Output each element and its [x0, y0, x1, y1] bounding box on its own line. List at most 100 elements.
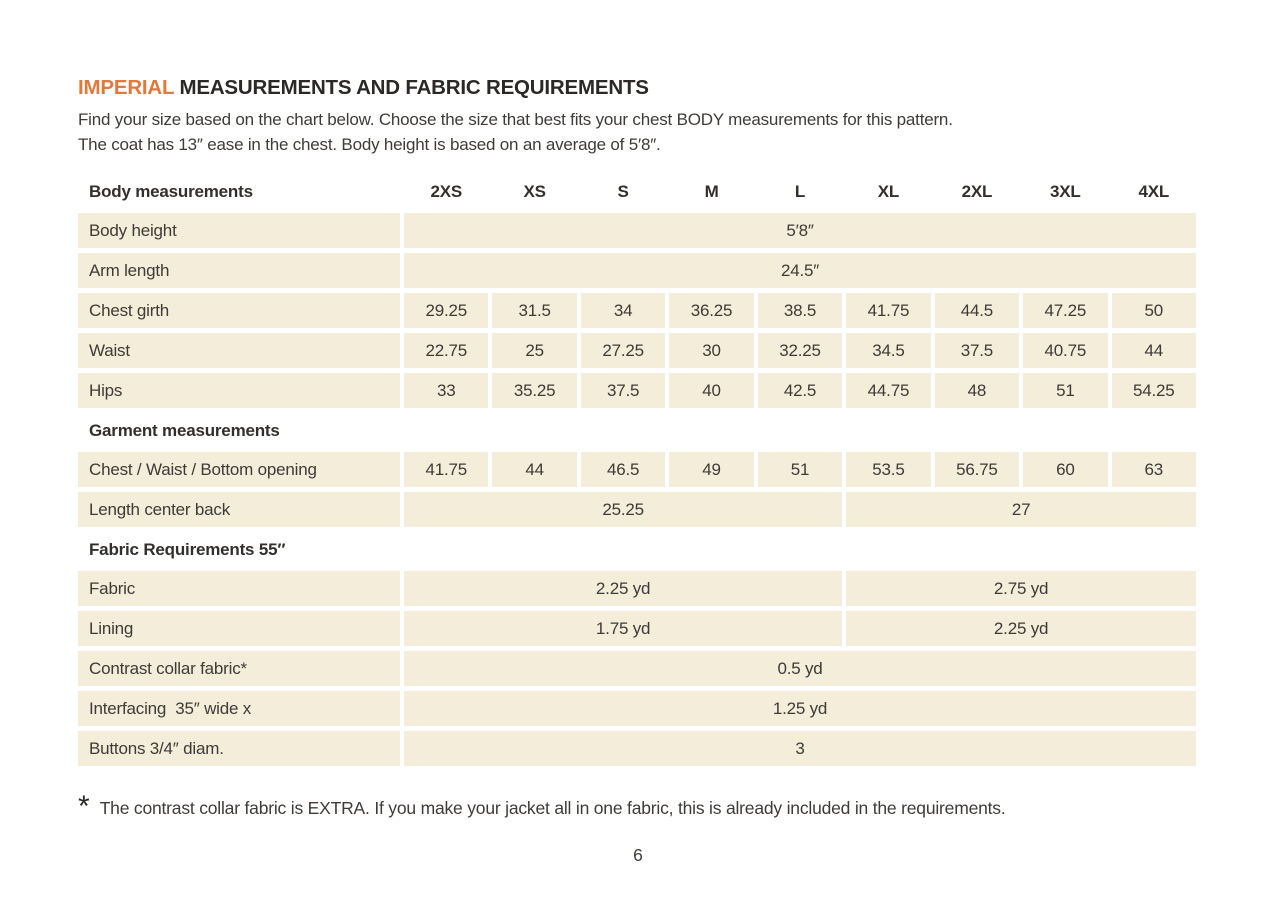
measurement-cell: 40: [669, 373, 754, 408]
row-cells: 29.25 31.5 34 36.25 38.5 41.75 44.5 47.25 50: [404, 293, 1196, 328]
measurement-cell: 37.5: [580, 373, 666, 408]
intro-line-2: The coat has 13″ ease in the chest. Body…: [78, 135, 661, 154]
size-header-l: L: [794, 182, 806, 201]
row-label: Chest / Waist / Bottom opening: [78, 452, 400, 487]
measurement-cell: 0.5 yd: [404, 651, 1196, 686]
measurement-cell: 48: [934, 373, 1020, 408]
measurement-cell: 54.25: [1111, 373, 1196, 408]
size-table: Body measurements 2XS XS S M L XL 2XL 3XL 4XL Bo…: [78, 177, 1196, 766]
measurement-cell: 3: [404, 731, 1196, 766]
row-label: Lining: [78, 611, 400, 646]
measurement-cell: 63: [1111, 452, 1196, 487]
table-row: Body height 5′8″: [78, 213, 1196, 248]
measurement-cell: 24.5″: [404, 253, 1196, 288]
measurement-cell: 27.25: [580, 333, 666, 368]
measurement-cell: 2.75 yd: [846, 571, 1196, 606]
measurement-cell: 29.25: [404, 293, 489, 328]
measurement-cell: 38.5: [757, 293, 843, 328]
measurement-cell: 44: [1111, 333, 1196, 368]
size-header-xs: XS: [523, 182, 546, 201]
measurement-cell: 5′8″: [404, 213, 1196, 248]
size-header-cells: 2XS XS S M L XL 2XL 3XL 4XL: [404, 177, 1196, 207]
measurement-cell: 56.75: [934, 452, 1020, 487]
row-label: Hips: [78, 373, 400, 408]
row-label: Buttons 3/4″ diam.: [78, 731, 400, 766]
measurement-cell: 50: [1111, 293, 1196, 328]
measurement-cell: 60: [1023, 452, 1108, 487]
measurement-cell: 34: [580, 293, 666, 328]
measurement-cell: 49: [669, 452, 754, 487]
measurement-cell: 30: [669, 333, 754, 368]
measurement-cell: 25.25: [404, 492, 843, 527]
size-header-3xl: 3XL: [1050, 182, 1081, 201]
size-header-s: S: [617, 182, 629, 201]
measurement-cell: 1.75 yd: [404, 611, 843, 646]
size-header-xl: XL: [877, 182, 900, 201]
row-cells: 1.75 yd 2.25 yd: [404, 611, 1196, 646]
row-cells: 0.5 yd: [404, 651, 1196, 686]
row-label: Waist: [78, 333, 400, 368]
row-cells: 22.75 25 27.25 30 32.25 34.5 37.5 40.75 44: [404, 333, 1196, 368]
size-header-4xl: 4XL: [1138, 182, 1170, 201]
row-label: Chest girth: [78, 293, 400, 328]
measurement-cell: 44.5: [934, 293, 1020, 328]
size-header-2xl: 2XL: [961, 182, 993, 201]
measurement-cell: 51: [757, 452, 843, 487]
measurement-cell: 31.5: [492, 293, 577, 328]
measurement-cell: 35.25: [492, 373, 577, 408]
row-cells: 33 35.25 37.5 40 42.5 44.75 48 51 54.25: [404, 373, 1196, 408]
measurement-cell: 34.5: [846, 333, 931, 368]
row-cells: 3: [404, 731, 1196, 766]
row-label: Arm length: [78, 253, 400, 288]
measurement-cell: 53.5: [846, 452, 931, 487]
measurement-cell: 1.25 yd: [404, 691, 1196, 726]
measurement-cell: 37.5: [934, 333, 1020, 368]
footnote-asterisk: *: [78, 790, 90, 823]
section-header-label: Garment measurements: [89, 420, 280, 440]
intro-line-1: Find your size based on the chart below.…: [78, 110, 953, 129]
table-header-row: Body measurements 2XS XS S M L XL 2XL 3XL 4XL: [78, 177, 1196, 207]
measurement-cell: 44.75: [846, 373, 931, 408]
table-row: Buttons 3/4″ diam. 3: [78, 731, 1196, 766]
row-label: Body height: [78, 213, 400, 248]
measurement-cell: 2.25 yd: [404, 571, 843, 606]
measurement-cell: 44: [492, 452, 577, 487]
measurement-cell: 40.75: [1023, 333, 1108, 368]
table-row: Waist 22.75 25 27.25 30 32.25 34.5 37.5 40.75 44: [78, 333, 1196, 368]
section-header-label: Fabric Requirements 55″: [89, 539, 286, 559]
page-number: 6: [633, 845, 643, 865]
row-cells: 2.25 yd 2.75 yd: [404, 571, 1196, 606]
table-row: Chest girth 29.25 31.5 34 36.25 38.5 41.75 44.5…: [78, 293, 1196, 328]
table-row: Contrast collar fabric* 0.5 yd: [78, 651, 1196, 686]
table-corner-label: Body measurements: [89, 182, 253, 201]
table-row: Hips 33 35.25 37.5 40 42.5 44.75 48 51 54.25: [78, 373, 1196, 408]
title-rest: MEASUREMENTS AND FABRIC REQUIREMENTS: [173, 76, 649, 99]
table-row: Interfacing 35″ wide x 1.25 yd: [78, 691, 1196, 726]
table-body: Body height 5′8″ Arm length 24.5″ Chest girt…: [78, 213, 1196, 766]
row-label: Interfacing 35″ wide x: [78, 691, 400, 726]
row-cells: 25.25 27: [404, 492, 1196, 527]
table-row: Fabric 2.25 yd 2.75 yd: [78, 571, 1196, 606]
page-title: IMPERIAL MEASUREMENTS AND FABRIC REQUIRE…: [78, 76, 1196, 100]
measurement-cell: 46.5: [580, 452, 666, 487]
table-row: Arm length 24.5″: [78, 253, 1196, 288]
row-cells: 41.75 44 46.5 49 51 53.5 56.75 60 63: [404, 452, 1196, 487]
row-label: Length center back: [78, 492, 400, 527]
measurement-cell: 36.25: [669, 293, 754, 328]
table-row: Chest / Waist / Bottom opening 41.75 44 46.…: [78, 452, 1196, 487]
measurement-cell: 22.75: [404, 333, 489, 368]
title-highlight: IMPERIAL: [78, 76, 174, 99]
size-header-m: M: [704, 182, 719, 201]
measurement-cell: 33: [404, 373, 489, 408]
footnote: * The contrast collar fabric is EXTRA. I…: [78, 790, 1196, 823]
row-cells: 1.25 yd: [404, 691, 1196, 726]
measurement-cell: 42.5: [757, 373, 843, 408]
measurement-cell: 47.25: [1023, 293, 1108, 328]
section-header-row: Fabric Requirements 55″: [78, 532, 1196, 567]
measurement-cell: 51: [1023, 373, 1108, 408]
measurement-cell: 32.25: [757, 333, 843, 368]
row-label: Contrast collar fabric*: [78, 651, 400, 686]
section-header-row: Garment measurements: [78, 413, 1196, 448]
table-row: Lining 1.75 yd 2.25 yd: [78, 611, 1196, 646]
